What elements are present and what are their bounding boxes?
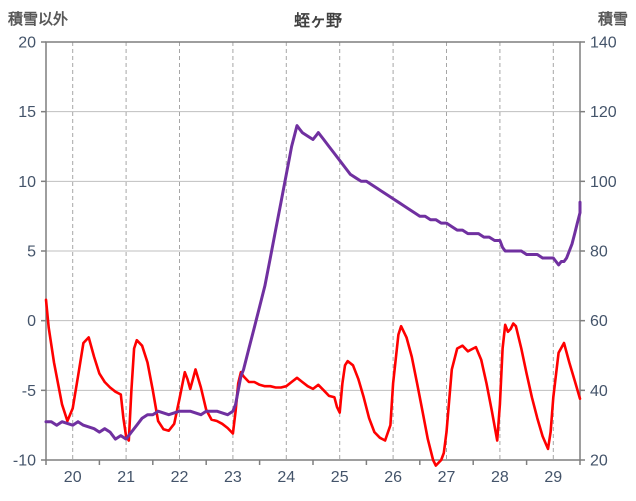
svg-text:0: 0	[27, 313, 36, 330]
svg-text:20: 20	[18, 35, 36, 52]
svg-text:100: 100	[590, 174, 617, 191]
svg-text:28: 28	[491, 469, 509, 486]
svg-text:140: 140	[590, 35, 617, 52]
svg-text:26: 26	[384, 469, 402, 486]
chart-title: 蛭ヶ野	[293, 13, 342, 30]
svg-text:20: 20	[64, 469, 82, 486]
left-axis-title: 積雪以外	[8, 11, 69, 28]
svg-text:25: 25	[331, 469, 349, 486]
svg-text:24: 24	[277, 469, 295, 486]
svg-text:20: 20	[590, 453, 608, 470]
svg-text:15: 15	[18, 104, 36, 121]
svg-text:27: 27	[438, 469, 456, 486]
svg-text:21: 21	[117, 469, 135, 486]
svg-text:120: 120	[590, 104, 617, 121]
svg-text:-5: -5	[22, 383, 36, 400]
svg-text:60: 60	[590, 313, 608, 330]
svg-text:22: 22	[171, 469, 189, 486]
svg-text:23: 23	[224, 469, 242, 486]
svg-text:40: 40	[590, 383, 608, 400]
svg-text:10: 10	[18, 174, 36, 191]
svg-text:80: 80	[590, 244, 608, 261]
svg-text:29: 29	[544, 469, 562, 486]
svg-text:5: 5	[27, 244, 36, 261]
right-axis-title: 積雪	[597, 11, 628, 28]
svg-text:-10: -10	[13, 453, 36, 470]
